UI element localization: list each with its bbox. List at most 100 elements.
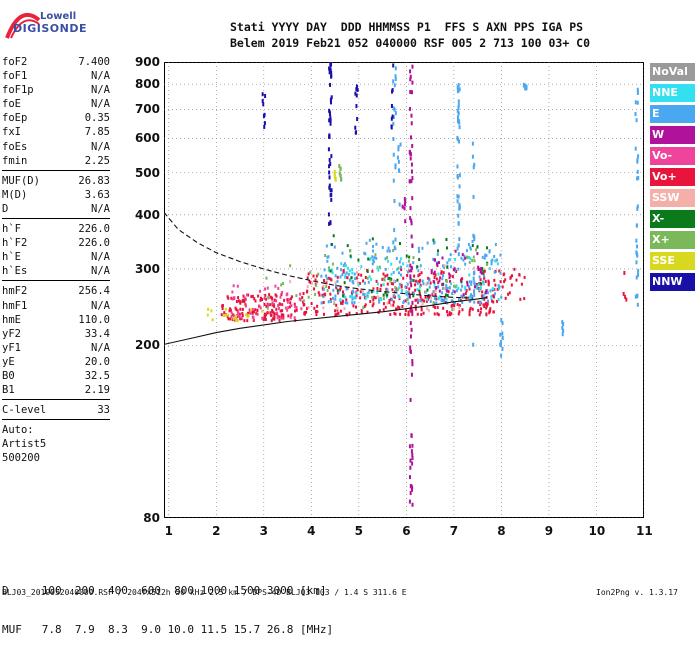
echo-point (392, 79, 395, 84)
echo-point (392, 137, 395, 142)
echo-point (492, 294, 495, 298)
echo-point (409, 69, 412, 74)
echo-point (457, 213, 460, 218)
echo-point (462, 258, 465, 262)
echo-point (295, 305, 298, 309)
echo-point (410, 121, 413, 126)
echo-point (496, 287, 499, 291)
echo-point (329, 221, 332, 226)
echo-point (411, 80, 414, 85)
echo-point (469, 246, 472, 250)
echo-point (307, 305, 310, 309)
echo-point (411, 176, 414, 181)
echo-point (461, 300, 464, 304)
echo-point (426, 241, 429, 245)
echo-point (460, 288, 463, 292)
echo-point (487, 283, 490, 287)
echo-point (456, 194, 459, 199)
echo-point (462, 293, 465, 297)
echo-point (342, 290, 345, 294)
echo-point (408, 499, 411, 504)
echo-point (266, 306, 269, 310)
legend-item-vo-: Vo+ (650, 168, 695, 186)
echo-point (421, 302, 424, 306)
echo-point (390, 272, 393, 276)
echo-point (333, 302, 336, 306)
x-tick-label: 2 (212, 524, 221, 538)
echo-point (327, 285, 330, 289)
echo-point (386, 301, 389, 305)
echo-point (236, 313, 239, 317)
echo-point (468, 308, 471, 312)
echo-point (450, 304, 453, 308)
echo-point (441, 277, 444, 281)
logo-brand-text: Lowell (40, 11, 77, 22)
echo-point (398, 242, 401, 246)
echo-point (418, 250, 421, 254)
echo-point (452, 268, 455, 272)
echo-point (344, 275, 347, 279)
echo-point (352, 304, 355, 308)
echo-point (314, 278, 317, 282)
echo-point (458, 204, 461, 209)
echo-point (392, 63, 395, 68)
echo-point (326, 289, 329, 293)
echo-point (456, 115, 459, 120)
echo-point (461, 308, 464, 312)
echo-point (488, 311, 491, 315)
echo-point (271, 303, 274, 307)
echo-point (338, 171, 341, 176)
echo-point (334, 281, 337, 285)
param-value: N/A (91, 140, 110, 153)
param-value: N/A (91, 202, 110, 215)
echo-point (414, 283, 417, 287)
echo-point (448, 258, 451, 262)
echo-point (470, 282, 473, 286)
echo-point (468, 255, 471, 259)
echo-point (356, 271, 359, 275)
echo-point (498, 269, 501, 273)
echo-point (433, 285, 436, 289)
echo-point (373, 256, 376, 260)
echo-point (418, 280, 421, 284)
echo-point (444, 300, 447, 304)
header-values-row: Belem 2019 Feb21 052 040000 RSF 005 2 71… (230, 36, 591, 50)
echo-point (363, 251, 366, 255)
echo-point (264, 293, 267, 297)
echo-point (293, 302, 296, 306)
param-name: Auto: (2, 424, 34, 437)
echo-point (349, 295, 352, 299)
echo-point (350, 276, 353, 280)
param-name: hmE (2, 313, 21, 326)
echo-point (524, 86, 527, 91)
echo-point (458, 237, 461, 242)
echo-point (299, 298, 302, 302)
header-labels-row: Stati YYYY DAY DDD HHMMSS P1 FFS S AXN P… (230, 20, 584, 34)
echo-point (493, 278, 496, 282)
param-row: foF1p N/A (2, 83, 110, 97)
echo-point (302, 299, 305, 303)
echo-point (410, 135, 413, 140)
echo-point (363, 292, 366, 296)
echo-point (378, 309, 381, 313)
param-separator (2, 280, 110, 282)
echo-point (448, 311, 451, 315)
echo-point (411, 362, 414, 367)
echo-point (636, 159, 639, 164)
echo-point (338, 164, 341, 169)
param-value: N/A (91, 341, 110, 354)
echo-point (305, 310, 308, 314)
echo-point (333, 174, 336, 179)
y-tick-label: 600 (134, 131, 160, 146)
echo-point (273, 315, 276, 319)
echo-point (286, 298, 289, 302)
y-tick-label: 300 (134, 261, 160, 276)
echo-point (409, 397, 412, 402)
echo-point (211, 318, 214, 322)
echo-point (394, 289, 397, 293)
echo-point (394, 286, 397, 290)
echo-point (449, 258, 452, 262)
echo-point (401, 204, 404, 209)
echo-point (500, 340, 503, 345)
echo-point (283, 298, 286, 302)
